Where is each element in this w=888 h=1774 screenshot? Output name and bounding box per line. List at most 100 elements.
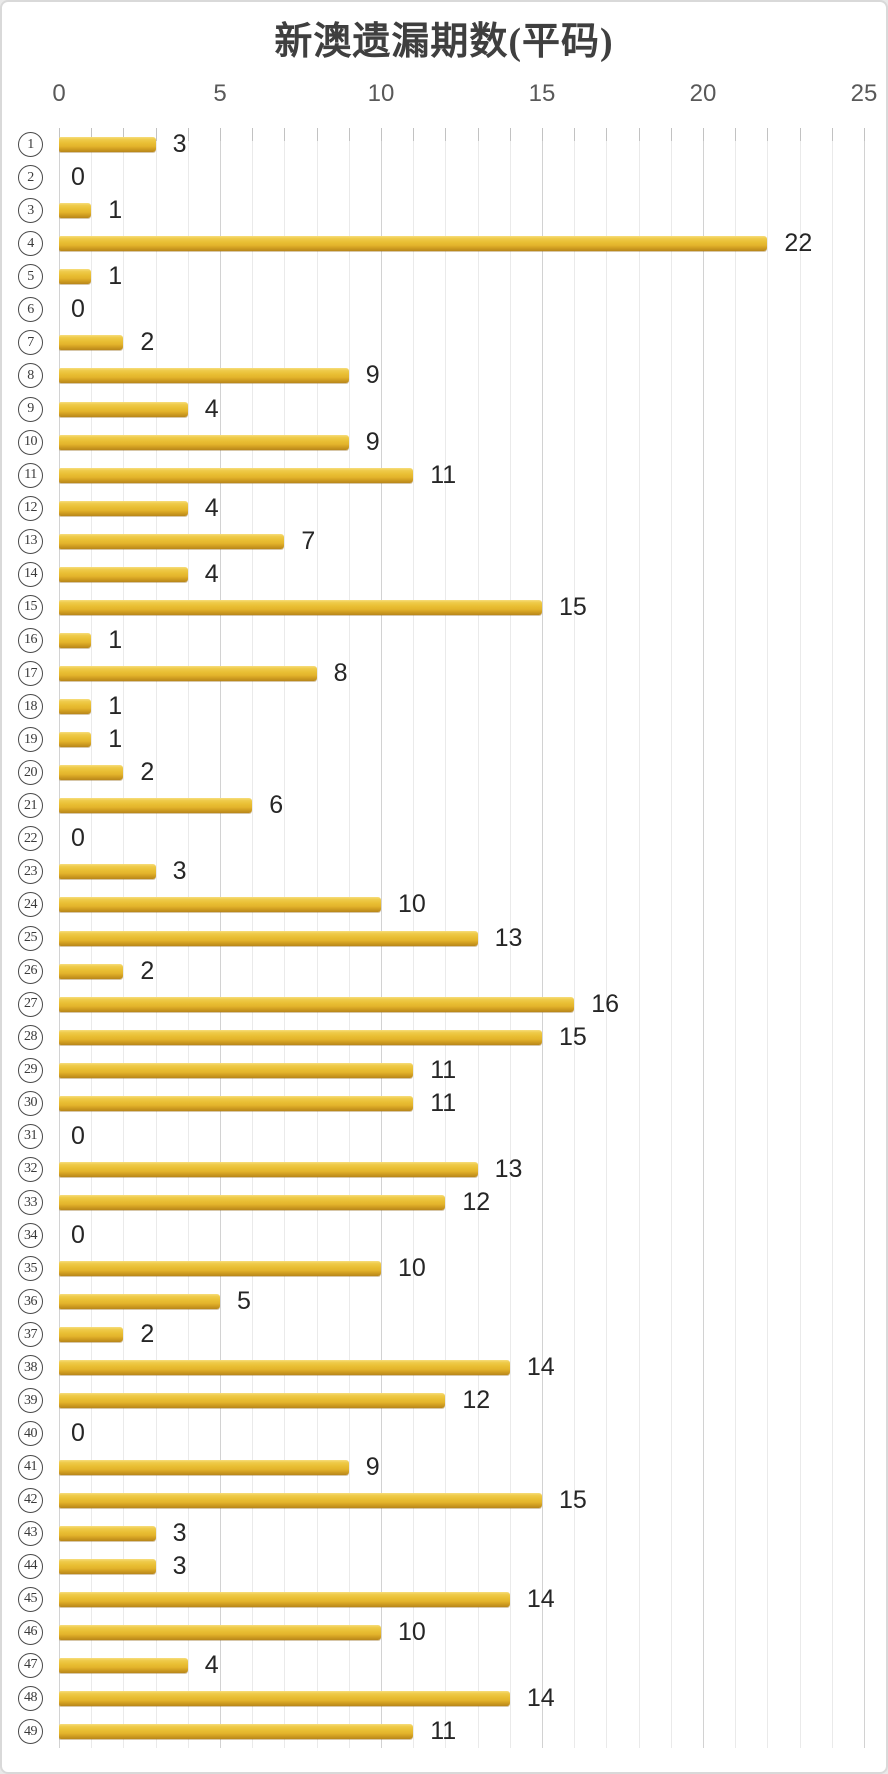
category-badge: 31 (18, 1123, 43, 1149)
bar-value-label: 9 (365, 427, 380, 456)
category-row: 14 (2, 558, 59, 591)
bar-row: 13 (59, 922, 865, 955)
bar-row: 2 (59, 326, 865, 359)
category-badge: 29 (18, 1057, 43, 1083)
axis-tick-mark (831, 128, 833, 141)
bar (59, 963, 124, 979)
bar-value-label: 11 (430, 1717, 457, 1746)
bar (59, 1161, 478, 1177)
category-row: 1 (2, 128, 59, 161)
category-badge: 30 (18, 1090, 43, 1116)
category-badge: 45 (18, 1586, 43, 1612)
bar-value-label: 0 (71, 1419, 85, 1448)
bar-value-label: 9 (365, 361, 380, 390)
category-badge: 8 (18, 363, 43, 389)
category-badge: 22 (18, 826, 43, 852)
category-badge: 39 (18, 1388, 43, 1414)
category-badge: 47 (18, 1652, 43, 1678)
category-row: 29 (2, 1054, 59, 1087)
axis-tick-mark (252, 128, 254, 141)
bar (59, 632, 92, 648)
bar-row: 1 (59, 723, 865, 756)
category-badge: 26 (18, 958, 43, 984)
category-badge: 7 (18, 330, 43, 356)
category-badge: 41 (18, 1454, 43, 1480)
bar-row: 22 (59, 227, 865, 260)
bar-value-label: 3 (172, 130, 187, 159)
bar-row: 9 (59, 426, 865, 459)
bar-row: 10 (59, 1616, 865, 1649)
category-row: 16 (2, 624, 59, 657)
category-row: 23 (2, 855, 59, 888)
grid-line (606, 128, 608, 1748)
grid-line (864, 128, 866, 1748)
grid-line (767, 128, 769, 1748)
category-badge: 49 (18, 1719, 43, 1745)
bar-value-label: 2 (140, 956, 155, 985)
bar-value-label: 14 (526, 1353, 555, 1382)
bar-row: 15 (59, 1484, 865, 1517)
category-badge: 40 (18, 1421, 43, 1447)
category-row: 28 (2, 1021, 59, 1054)
bar-row: 10 (59, 1252, 865, 1285)
category-row: 35 (2, 1252, 59, 1285)
grid-line (670, 128, 672, 1748)
bar (59, 1195, 446, 1211)
axis-tick-mark (381, 128, 382, 141)
bar (59, 203, 92, 219)
category-badge: 3 (18, 198, 43, 224)
category-badge: 48 (18, 1685, 43, 1711)
bar-value-label: 14 (526, 1683, 555, 1712)
bar-row: 0 (59, 822, 865, 855)
bar-row: 0 (59, 1219, 865, 1252)
category-row: 21 (2, 789, 59, 822)
category-row: 20 (2, 756, 59, 789)
bar-value-label: 11 (430, 1055, 457, 1084)
bar-value-label: 9 (365, 1452, 380, 1481)
grid-line (542, 128, 544, 1748)
category-badge: 20 (18, 760, 43, 786)
axis-tick-mark (477, 128, 479, 141)
bar (59, 1095, 414, 1111)
bar-row: 15 (59, 591, 865, 624)
bar-row: 14 (59, 1351, 865, 1384)
axis-tick-label: 15 (528, 80, 556, 107)
bar-row: 9 (59, 359, 865, 392)
category-row: 13 (2, 525, 59, 558)
bar-row: 2 (59, 756, 865, 789)
category-badge: 32 (18, 1156, 43, 1182)
bar-row: 12 (59, 1384, 865, 1417)
category-row: 9 (2, 393, 59, 426)
category-row: 11 (2, 459, 59, 492)
bar-value-label: 5 (237, 1287, 251, 1316)
category-row: 39 (2, 1384, 59, 1417)
bar-value-label: 22 (784, 229, 813, 258)
axis-tick-label: 0 (52, 80, 66, 107)
category-row: 47 (2, 1649, 59, 1682)
bar-value-label: 14 (526, 1584, 555, 1613)
bar-value-label: 10 (398, 1617, 426, 1646)
axis-tick-mark (348, 128, 350, 141)
category-badge: 13 (18, 528, 43, 554)
axis-tick-mark (155, 128, 157, 141)
category-badge: 46 (18, 1619, 43, 1645)
axis-tick-mark (767, 128, 769, 141)
category-row: 2 (2, 161, 59, 194)
axis-tick-mark (735, 128, 737, 141)
bar (59, 1261, 381, 1277)
bar-value-label: 3 (172, 857, 187, 886)
bar (59, 1558, 156, 1574)
category-row: 19 (2, 723, 59, 756)
bar-value-label: 11 (430, 460, 457, 489)
bar-row: 1 (59, 194, 865, 227)
bar (59, 236, 768, 252)
bar (59, 1062, 414, 1078)
bar-value-label: 1 (108, 625, 123, 654)
category-row: 7 (2, 326, 59, 359)
category-row: 36 (2, 1285, 59, 1318)
bar (59, 765, 124, 781)
category-row: 17 (2, 657, 59, 690)
category-row: 48 (2, 1682, 59, 1715)
axis-tick-mark (606, 128, 608, 141)
category-row: 43 (2, 1517, 59, 1550)
